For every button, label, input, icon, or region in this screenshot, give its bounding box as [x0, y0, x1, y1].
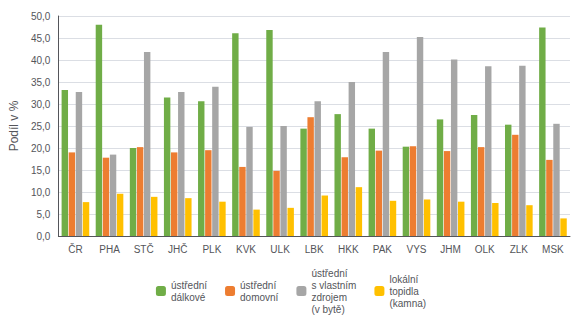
svg-text:KVK: KVK [236, 244, 256, 255]
svg-text:40,0: 40,0 [31, 55, 51, 66]
svg-text:10,0: 10,0 [31, 187, 51, 198]
svg-text:0,0: 0,0 [36, 231, 50, 242]
svg-text:MSK: MSK [542, 244, 564, 255]
svg-text:JHM: JHM [440, 244, 461, 255]
svg-text:25,0: 25,0 [31, 121, 51, 132]
svg-text:(kamna): (kamna) [389, 298, 426, 309]
svg-text:15,0: 15,0 [31, 165, 51, 176]
svg-text:ústřední: ústřední [240, 280, 276, 291]
svg-text:STČ: STČ [134, 243, 154, 255]
svg-text:PHA: PHA [99, 244, 120, 255]
svg-text:HKK: HKK [338, 244, 359, 255]
svg-text:s vlastním: s vlastním [311, 280, 356, 291]
svg-text:50,0: 50,0 [31, 11, 51, 22]
svg-text:dálkové: dálkové [171, 292, 206, 303]
svg-text:35,0: 35,0 [31, 77, 51, 88]
svg-text:zdrojem: zdrojem [311, 292, 347, 303]
svg-text:topidla: topidla [389, 286, 419, 297]
svg-text:ULK: ULK [270, 244, 290, 255]
svg-text:ZLK: ZLK [510, 244, 529, 255]
svg-text:(v bytě): (v bytě) [311, 304, 344, 315]
svg-text:Podíl v %: Podíl v % [7, 100, 21, 151]
svg-text:lokální: lokální [389, 274, 418, 285]
svg-text:VYS: VYS [407, 244, 427, 255]
svg-text:domovní: domovní [240, 292, 279, 303]
svg-text:20,0: 20,0 [31, 143, 51, 154]
svg-text:PAK: PAK [373, 244, 393, 255]
svg-text:JHČ: JHČ [168, 243, 187, 255]
svg-text:5,0: 5,0 [36, 209, 50, 220]
svg-text:ústřední: ústřední [311, 268, 347, 279]
svg-text:OLK: OLK [475, 244, 495, 255]
svg-text:ústřední: ústřední [171, 280, 207, 291]
svg-text:LBK: LBK [305, 244, 324, 255]
svg-text:PLK: PLK [202, 244, 221, 255]
svg-text:ČR: ČR [68, 243, 82, 255]
svg-text:45,0: 45,0 [31, 33, 51, 44]
svg-text:30,0: 30,0 [31, 99, 51, 110]
